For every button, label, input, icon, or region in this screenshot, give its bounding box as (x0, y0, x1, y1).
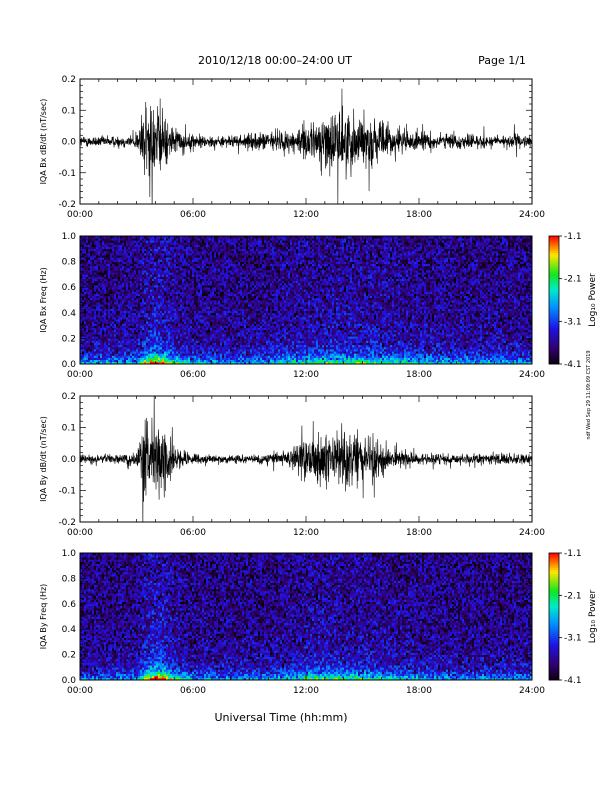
x-tick-label: 00:00 (67, 210, 93, 220)
colorbar-tick-label: -2.1 (564, 275, 582, 285)
colorbar: -1.1 -2.1 -3.1 -4.1 Log₁₀ Power (548, 549, 598, 686)
colorbar-label: Log₁₀ Power (588, 590, 598, 644)
y-tick-label: 0.4 (62, 625, 77, 635)
colorbar-tick-label: -1.1 (564, 549, 582, 559)
x-tick-label: 12:00 (293, 370, 319, 380)
dbdt-trace (80, 88, 532, 204)
y-tick-label: 1.0 (62, 549, 77, 559)
colorbar-frame (548, 552, 560, 681)
colorbar-tick-label: -3.1 (564, 317, 582, 327)
by-dbdt-panel: 00:00 06:00 12:00 18:00 24:00 -0.2 -0.1 0.0 0.1 0… (39, 392, 545, 538)
spectrogram-image (80, 553, 532, 680)
y-tick-label: 0.0 (62, 138, 77, 148)
bx-spectrogram-panel: -1.1 -2.1 -3.1 -4.1 Log₁₀ Power 00:00 06:00 12:… (39, 232, 598, 380)
generation-stamp: ndf Wed Sep 29 11:09:09 CST 2019 (586, 350, 592, 439)
dbdt-trace (80, 396, 532, 522)
colorbar-label: Log₁₀ Power (588, 273, 598, 327)
page-number: Page 1/1 (478, 54, 526, 67)
bx-dbdt-panel: 00:00 06:00 12:00 18:00 24:00 -0.2 -0.1 0.0 0.1 0… (39, 75, 545, 220)
y-tick-label: 0.0 (62, 455, 77, 465)
x-tick-label: 12:00 (293, 528, 319, 538)
x-tick-label: 18:00 (406, 528, 432, 538)
x-tick-label: 06:00 (180, 370, 206, 380)
y-tick-label: -0.1 (58, 169, 76, 179)
y-tick-label: 0.8 (62, 574, 77, 584)
y-axis-label: IQA Bx dB/dt (nT/sec) (39, 99, 48, 185)
colorbar-tick-label: -4.1 (564, 676, 582, 686)
y-tick-label: 1.0 (62, 232, 77, 242)
x-tick-label: 00:00 (67, 528, 93, 538)
y-tick-label: 0.2 (62, 75, 76, 85)
y-tick-label: 0.8 (62, 258, 77, 268)
x-tick-label: 12:00 (293, 686, 319, 696)
x-tick-label: 06:00 (180, 210, 206, 220)
x-tick-label: 00:00 (67, 370, 93, 380)
y-tick-label: 0.6 (62, 600, 77, 610)
y-tick-label: 0.6 (62, 283, 77, 293)
y-tick-label: 0.4 (62, 309, 77, 319)
colorbar-frame (548, 235, 560, 365)
universal-time-label: Universal Time (hh:mm) (215, 711, 348, 724)
colorbar-tick-label: -2.1 (564, 591, 582, 601)
y-tick-label: 0.1 (62, 106, 76, 116)
y-tick-label: -0.1 (58, 487, 76, 497)
x-tick-label: 12:00 (293, 210, 319, 220)
colorbar: -1.1 -2.1 -3.1 -4.1 Log₁₀ Power (548, 232, 598, 370)
colorbar-tick-label: -4.1 (564, 360, 582, 370)
x-tick-label: 24:00 (519, 210, 545, 220)
x-tick-label: 06:00 (180, 528, 206, 538)
x-tick-label: 24:00 (519, 686, 545, 696)
x-tick-label: 24:00 (519, 528, 545, 538)
x-tick-label: 24:00 (519, 370, 545, 380)
y-tick-label: 0.2 (62, 392, 76, 402)
y-tick-label: 0.2 (62, 334, 76, 344)
colorbar-tick-label: -1.1 (564, 232, 582, 242)
y-tick-label: -0.2 (58, 518, 76, 528)
x-tick-label: 06:00 (180, 686, 206, 696)
y-tick-label: 0.1 (62, 424, 76, 434)
y-axis-label: IQA By dB/dt (nT/sec) (39, 416, 48, 502)
x-tick-label: 18:00 (406, 370, 432, 380)
by-spectrogram-panel: -1.1 -2.1 -3.1 -4.1 Log₁₀ Power 00:00 06:00 12:… (39, 549, 598, 696)
y-tick-label: 0.0 (62, 360, 77, 370)
x-tick-label: 18:00 (406, 686, 432, 696)
figure-title: 2010/12/18 00:00–24:00 UT (198, 54, 352, 67)
y-axis-label: IQA Bx Freq (Hz) (39, 267, 48, 333)
y-tick-label: -0.2 (58, 200, 76, 210)
x-tick-label: 18:00 (406, 210, 432, 220)
colorbar-tick-label: -3.1 (564, 634, 582, 644)
y-tick-label: 0.0 (62, 676, 77, 686)
spectrogram-image (80, 236, 532, 364)
y-axis-label: IQA By Freq (Hz) (39, 584, 48, 650)
x-tick-label: 00:00 (67, 686, 93, 696)
y-tick-label: 0.2 (62, 651, 76, 661)
